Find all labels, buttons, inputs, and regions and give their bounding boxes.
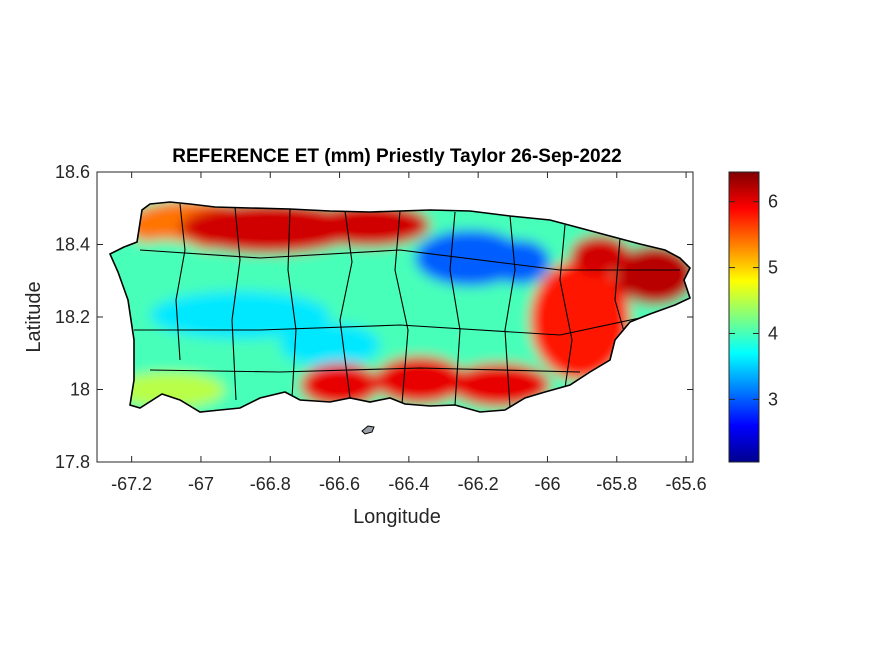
- island-coastline: [108, 201, 691, 413]
- municipality-boundary: [504, 215, 516, 409]
- x-tick-label: -66.2: [458, 474, 499, 494]
- municipality-boundaries: [134, 203, 680, 409]
- heat-region: [450, 363, 550, 407]
- colorbar-tick-label: 5: [768, 258, 778, 278]
- x-axis: -67.2 -67 -66.8 -66.6 -66.4 -66.2 -66 -65.8 -65.…: [111, 172, 707, 494]
- colorbar-tick-label: 3: [768, 389, 778, 409]
- x-tick-label: -66: [534, 474, 560, 494]
- municipality-boundary: [287, 208, 297, 399]
- y-axis-label: Latitude: [23, 281, 45, 352]
- municipality-boundary: [149, 367, 581, 373]
- y-tick-label: 18.2: [55, 307, 90, 327]
- colorbar-tick-label: 6: [768, 192, 778, 212]
- municipality-boundary: [559, 224, 573, 389]
- municipality-boundary: [339, 210, 353, 399]
- x-tick-label: -67: [188, 474, 214, 494]
- heat-region: [570, 235, 630, 275]
- heat-region: [490, 240, 550, 284]
- municipality-boundary: [449, 211, 461, 406]
- x-tick-label: -67.2: [111, 474, 152, 494]
- heatmap-layer: [110, 202, 690, 412]
- heat-region: [300, 363, 380, 407]
- heat-region: [150, 291, 330, 339]
- colorbar: [728, 171, 760, 463]
- y-tick-label: 18.4: [55, 235, 90, 255]
- municipality-boundary: [614, 237, 626, 336]
- islet-outline: [361, 425, 375, 435]
- y-tick-label: 18: [70, 380, 90, 400]
- x-tick-label: -66.8: [250, 474, 291, 494]
- municipality-boundary: [394, 210, 409, 405]
- x-axis-label: Longitude: [353, 506, 441, 528]
- heat-region: [180, 202, 360, 254]
- heat-region: [280, 323, 380, 367]
- heat-region: [530, 260, 630, 380]
- y-tick-label: 17.8: [55, 452, 90, 472]
- municipality-boundary: [231, 206, 241, 401]
- y-tick-label: 18.6: [55, 162, 90, 182]
- heat-region: [115, 372, 225, 408]
- heat-region: [375, 356, 465, 404]
- colorbar-ticks: 3 4 5 6: [729, 192, 778, 409]
- y-axis: 17.8 18 18.2 18.4 18.6: [55, 162, 693, 472]
- municipality-boundary: [139, 249, 680, 271]
- municipality-boundary: [134, 317, 641, 336]
- x-tick-label: -66.6: [319, 474, 360, 494]
- x-tick-label: -65.8: [596, 474, 637, 494]
- colorbar-tick-label: 4: [768, 323, 778, 343]
- x-tick-label: -65.6: [666, 474, 707, 494]
- heat-region: [615, 245, 690, 305]
- x-tick-label: -66.4: [388, 474, 429, 494]
- chart-title: REFERENCE ET (mm) Priestly Taylor 26-Sep…: [172, 146, 621, 167]
